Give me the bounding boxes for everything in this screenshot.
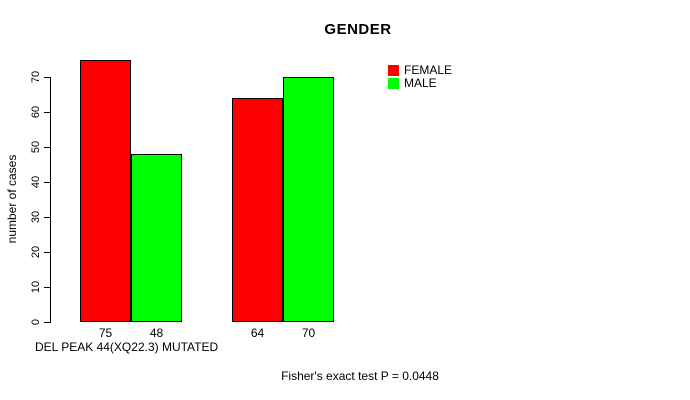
bar-male-48 bbox=[131, 154, 182, 322]
y-axis-tick bbox=[44, 286, 50, 288]
y-axis-tick bbox=[44, 111, 50, 113]
legend-label-male: MALE bbox=[404, 76, 437, 90]
stats-annotation: Fisher's exact test P = 0.0448 bbox=[281, 369, 439, 383]
legend-label-female: FEMALE bbox=[404, 63, 453, 77]
bar-value-label: 48 bbox=[149, 326, 164, 340]
y-axis-tick bbox=[44, 146, 50, 148]
y-axis-tick-label: 30 bbox=[30, 210, 42, 224]
y-axis-tick-label: 70 bbox=[30, 70, 42, 84]
y-axis-title: number of cases bbox=[5, 154, 19, 244]
y-axis-tick-label: 50 bbox=[30, 140, 42, 154]
y-axis-line bbox=[50, 77, 51, 323]
y-axis-tick bbox=[44, 216, 50, 218]
legend-item-male: MALE bbox=[388, 76, 452, 90]
x-axis-group-label: DEL PEAK 44(XQ22.3) MUTATED bbox=[35, 340, 219, 354]
y-axis-tick bbox=[44, 321, 50, 323]
bar-value-label: 70 bbox=[301, 326, 316, 340]
bar-value-label: 75 bbox=[98, 326, 113, 340]
y-axis-tick-label: 0 bbox=[30, 318, 42, 326]
male-color-swatch-icon bbox=[388, 78, 399, 89]
bar-male-70 bbox=[283, 77, 334, 322]
bar-value-label: 64 bbox=[250, 326, 265, 340]
y-axis-tick-label: 40 bbox=[30, 175, 42, 189]
bar-female-75 bbox=[80, 59, 131, 322]
legend: FEMALE MALE bbox=[388, 63, 453, 90]
y-axis-tick bbox=[44, 251, 50, 253]
y-axis-tick-label: 20 bbox=[30, 245, 42, 259]
bar-female-64 bbox=[232, 98, 283, 322]
y-axis-tick-label: 60 bbox=[30, 105, 42, 119]
female-color-swatch-icon bbox=[388, 65, 399, 76]
y-axis-tick-label: 10 bbox=[30, 280, 42, 294]
y-axis-tick bbox=[44, 76, 50, 78]
legend-item-female: FEMALE bbox=[388, 63, 453, 77]
chart-title: GENDER bbox=[324, 21, 392, 38]
y-axis-tick bbox=[44, 181, 50, 183]
